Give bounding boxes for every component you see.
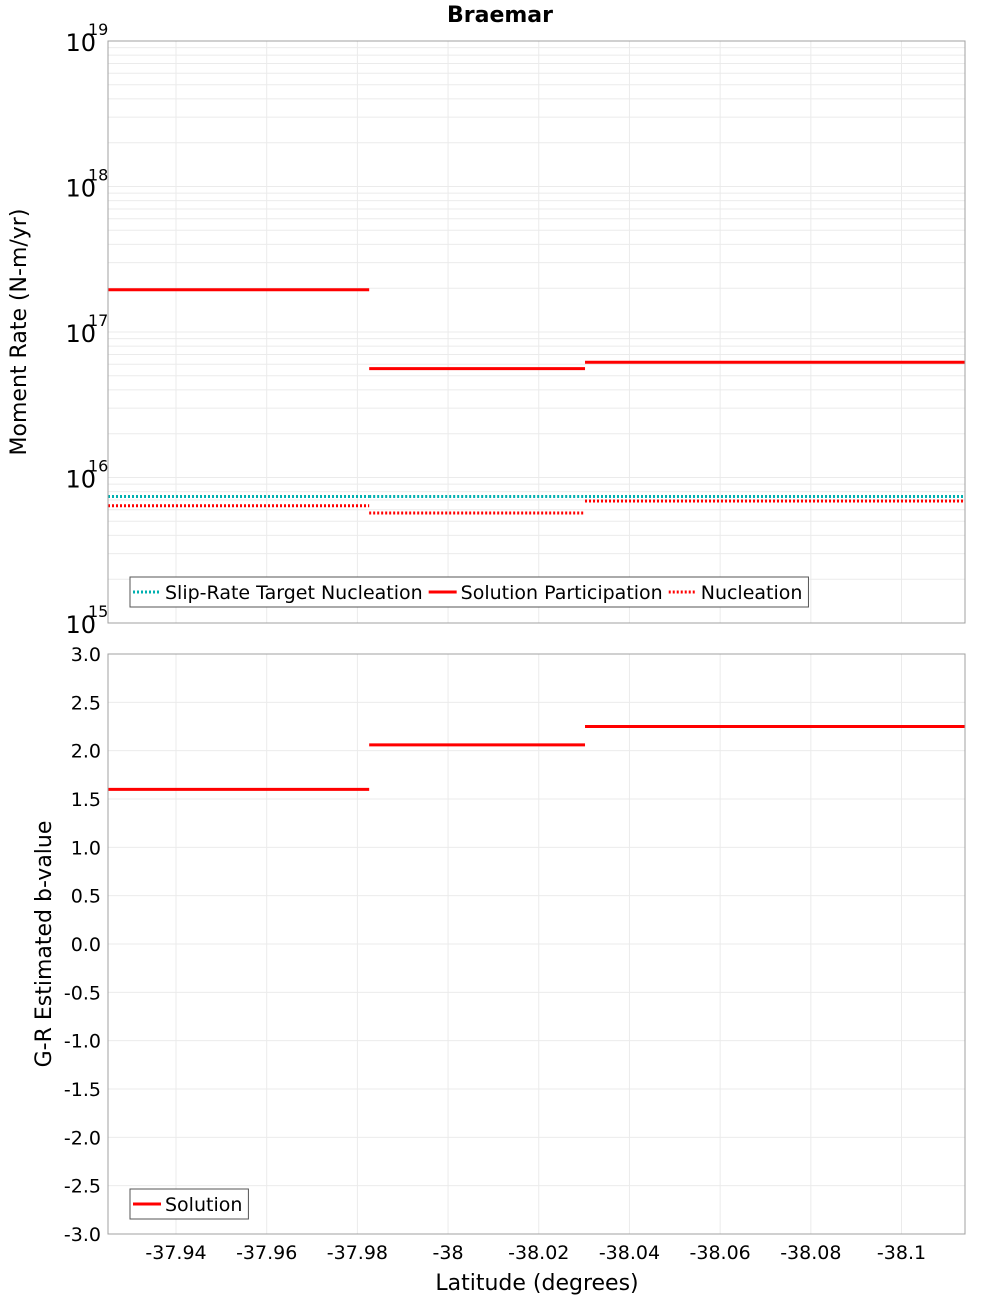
y-tick-label: 2.5 — [71, 692, 101, 714]
y-tick-label-base: 10 — [65, 611, 96, 639]
y-tick-label: 3.0 — [71, 644, 101, 666]
x-axis-label: Latitude (degrees) — [435, 1271, 638, 1296]
y-tick-label-exponent: 18 — [88, 166, 108, 185]
plot-border — [107, 653, 966, 1235]
y-tick-label-exponent: 16 — [88, 457, 108, 476]
x-tick-label: -38.06 — [690, 1242, 751, 1264]
x-tick-label: -37.98 — [327, 1242, 388, 1264]
top-y-axis-label: Moment Rate (N-m/yr) — [7, 209, 32, 456]
legend-label: Solution — [165, 1194, 242, 1216]
plot-border — [107, 40, 966, 624]
x-tick-label: -38.02 — [508, 1242, 569, 1264]
y-tick-label-base: 10 — [65, 466, 96, 494]
y-tick-label: -2.0 — [64, 1127, 101, 1149]
y-tick-label: -0.5 — [64, 982, 101, 1004]
x-tick-label: -38.08 — [780, 1242, 841, 1264]
x-tick-label: -38 — [433, 1242, 464, 1264]
y-tick-label-exponent: 15 — [88, 602, 108, 621]
x-tick-label: -38.04 — [599, 1242, 660, 1264]
y-tick-label: -3.0 — [64, 1224, 101, 1246]
y-tick-label: 0.5 — [71, 886, 101, 908]
x-tick-label: -37.94 — [145, 1242, 206, 1264]
bottom-y-axis-label: G-R Estimated b-value — [32, 821, 57, 1068]
y-tick-label-exponent: 19 — [88, 20, 108, 39]
y-tick-label: -2.5 — [64, 1176, 101, 1198]
bottom-plot: 3.0 2.5 2.0 1.5 1.0 0.5 0.0 -0.5 -1.0 -1.5 -2.0 -2.… — [64, 644, 966, 1264]
x-tick-label: -37.96 — [236, 1242, 297, 1264]
legend-label: Slip-Rate Target Nucleation — [165, 582, 423, 604]
y-tick-label: -1.5 — [64, 1079, 101, 1101]
x-tick-label: -38.1 — [877, 1242, 926, 1264]
legend: Slip-Rate Target Nucleation Solution Part… — [129, 576, 809, 608]
legend: Solution — [129, 1188, 249, 1220]
y-tick-label-base: 10 — [65, 320, 96, 348]
y-tick-label: 2.0 — [71, 741, 101, 763]
y-tick-label: 0.0 — [71, 934, 101, 956]
y-tick-label-base: 10 — [65, 29, 96, 57]
y-tick-label: 1.0 — [71, 837, 101, 859]
y-tick-label: 1.5 — [71, 789, 101, 811]
legend-box — [129, 576, 809, 608]
chart-title: Braemar — [447, 3, 553, 28]
y-tick-label-base: 10 — [65, 175, 96, 203]
y-tick-label: -1.0 — [64, 1031, 101, 1053]
y-tick-label-exponent: 17 — [88, 311, 108, 330]
legend-label: Nucleation — [701, 582, 803, 604]
legend-label: Solution Participation — [461, 582, 663, 604]
